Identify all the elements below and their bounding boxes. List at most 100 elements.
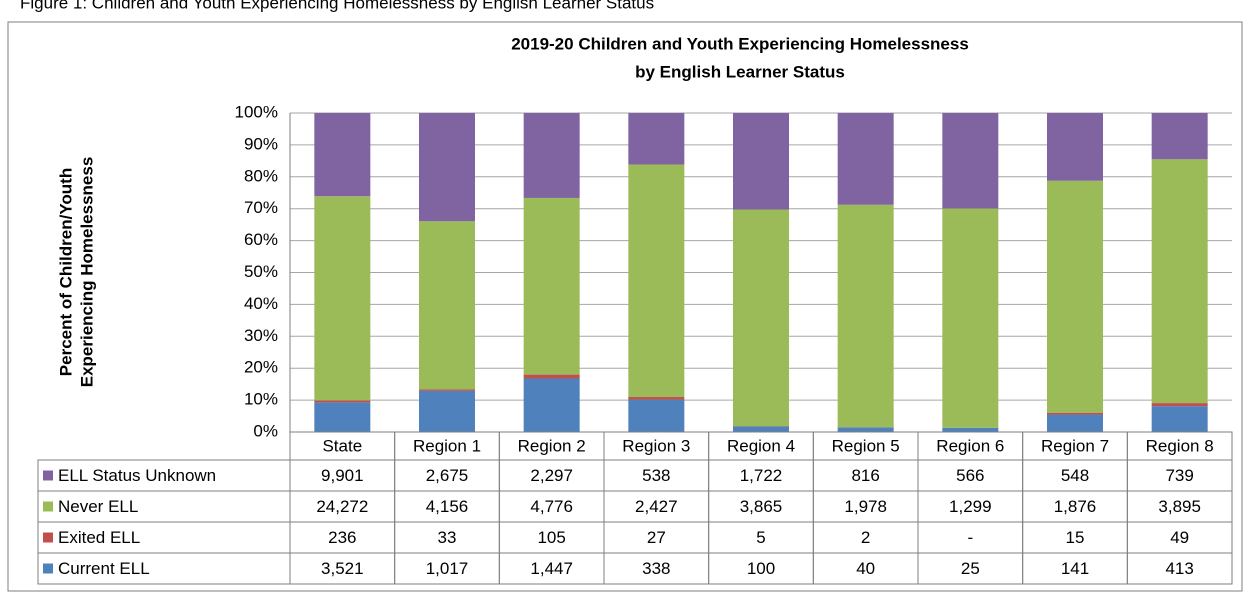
table-value: 2 [861, 528, 870, 547]
legend-swatch [43, 532, 53, 543]
table-value: 9,901 [321, 466, 364, 485]
bar-segment [419, 113, 475, 222]
bar-segment [733, 209, 789, 427]
legend-label: Never ELL [58, 497, 138, 516]
table-value: 236 [328, 528, 356, 547]
table-value: 816 [851, 466, 879, 485]
table-value: 49 [1170, 528, 1189, 547]
table-value: 15 [1066, 528, 1085, 547]
bar-segment [733, 113, 789, 210]
table-value: 2,675 [426, 466, 469, 485]
bar-segment [1151, 406, 1208, 432]
bar-segment [314, 402, 371, 432]
bar-segment [1151, 159, 1208, 404]
table-value: 141 [1061, 559, 1089, 578]
caption: Figure 1: Children and Youth Experiencin… [20, 0, 654, 12]
table-value: 1,722 [740, 466, 783, 485]
x-tick-label: Region 5 [832, 436, 900, 455]
y-tick-label: 10% [244, 390, 278, 409]
table-value: 3,895 [1158, 497, 1201, 516]
bar-segment [419, 221, 475, 390]
table-value: 27 [647, 528, 666, 547]
table-value: 24,272 [316, 497, 368, 516]
bar-segment [942, 208, 999, 428]
bar-segment [733, 426, 789, 432]
table-value: 548 [1061, 466, 1089, 485]
x-tick-label: Region 2 [518, 436, 586, 455]
bar-segment [523, 378, 580, 432]
bar-segment [628, 164, 685, 398]
table-value: 33 [438, 528, 457, 547]
table-value: 566 [956, 466, 984, 485]
bar-segment [942, 113, 999, 209]
bar-segment [628, 397, 685, 400]
bar-segment [314, 113, 371, 197]
bar-segment [942, 427, 999, 432]
y-tick-label: 40% [244, 294, 278, 313]
table-value: 4,156 [426, 497, 469, 516]
bar-segment [837, 427, 894, 432]
chart-title: 2019-20 Children and Youth Experiencing … [511, 34, 969, 53]
legend-swatch [43, 470, 53, 481]
bar-segment [628, 399, 685, 432]
table-cell [37, 552, 291, 585]
table-value: 3,865 [740, 497, 783, 516]
legend-label: ELL Status Unknown [58, 466, 216, 485]
y-tick-label: 60% [244, 230, 278, 249]
table-value: 2,427 [635, 497, 678, 516]
bar-segment [523, 197, 580, 375]
x-tick-label: Region 3 [622, 436, 690, 455]
y-tick-label: 0% [253, 421, 278, 440]
table-value: 1,017 [426, 559, 469, 578]
chart-title: by English Learner Status [635, 62, 845, 81]
bar-segment [419, 390, 475, 432]
table-value: 1,447 [530, 559, 573, 578]
y-tick-label: 50% [244, 262, 278, 281]
table-value: 100 [747, 559, 775, 578]
y-axis-label: Experiencing Homelessness [77, 157, 96, 388]
chart-border [7, 21, 1243, 592]
bar-segment [628, 113, 685, 165]
table-value: - [967, 528, 973, 547]
y-tick-label: 70% [244, 198, 278, 217]
legend-swatch [43, 563, 53, 574]
bar-segment [1047, 412, 1103, 415]
table-value: 739 [1165, 466, 1193, 485]
table-value: 40 [856, 559, 875, 578]
legend-swatch [43, 501, 53, 512]
x-tick-label: Region 6 [936, 436, 1004, 455]
bar-segment [419, 389, 475, 391]
x-tick-label: Region 7 [1041, 436, 1109, 455]
y-tick-label: 30% [244, 326, 278, 345]
bar-segment [1047, 113, 1103, 181]
table-value: 538 [642, 466, 670, 485]
bar-segment [314, 400, 371, 403]
legend-label: Current ELL [58, 559, 150, 578]
bar-segment [1151, 403, 1208, 407]
table-value: 105 [537, 528, 565, 547]
bar-segment [837, 113, 894, 205]
bar-segment [1047, 414, 1103, 432]
table-value: 2,297 [530, 466, 573, 485]
x-tick-label: State [322, 436, 362, 455]
bar-segment [1047, 180, 1103, 413]
table-value: 25 [961, 559, 980, 578]
bar-segment [523, 374, 580, 379]
table-value: 1,978 [844, 497, 887, 516]
table-cell [1126, 552, 1233, 585]
table-value: 1,299 [949, 497, 992, 516]
y-tick-label: 100% [235, 102, 278, 121]
y-axis-label: Percent of Children/Youth [56, 168, 75, 376]
y-tick-label: 80% [244, 166, 278, 185]
table-value: 5 [756, 528, 765, 547]
table-value: 338 [642, 559, 670, 578]
table-value: 413 [1165, 559, 1193, 578]
table-value: 4,776 [530, 497, 573, 516]
y-tick-label: 90% [244, 134, 278, 153]
table-value: 1,876 [1054, 497, 1097, 516]
x-tick-label: Region 1 [413, 436, 481, 455]
bar-segment [523, 113, 580, 198]
x-tick-label: Region 8 [1146, 436, 1214, 455]
x-tick-label: Region 4 [727, 436, 795, 455]
